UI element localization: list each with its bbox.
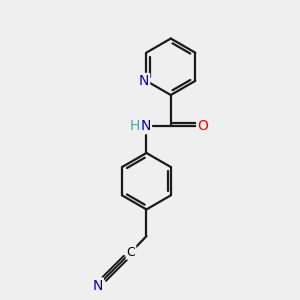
Text: C: C [127,246,135,259]
Text: N: N [141,119,151,133]
Text: N: N [139,74,149,88]
Text: N: N [92,278,103,292]
Text: O: O [197,119,208,133]
Text: H: H [130,118,140,133]
